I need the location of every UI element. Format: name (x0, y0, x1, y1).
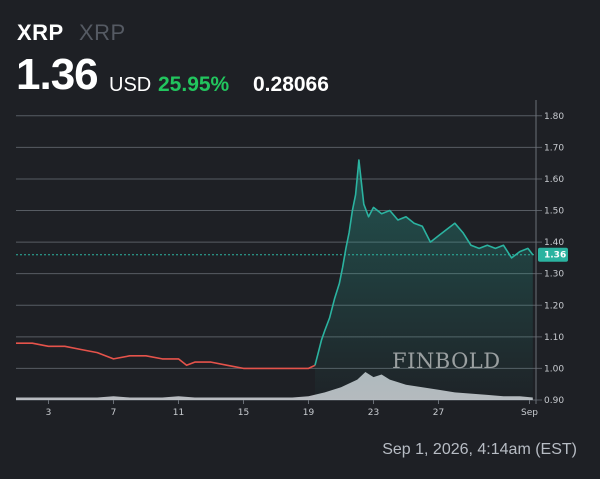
y-tick-label: 1.50 (544, 207, 564, 217)
x-tick-label: 15 (238, 408, 249, 418)
watermark-logo: FINBOLD (392, 349, 501, 373)
y-tick-label: 1.10 (544, 333, 564, 343)
y-tick-label: 1.20 (544, 301, 564, 311)
price-chart: 1.80 1.70 1.60 1.50 1.40 1.30 1.20 1.10 1.00 0.90… (16, 100, 568, 418)
x-tick-label: 27 (433, 408, 444, 418)
up-trend-line (314, 159, 534, 366)
x-tick-label: Sep (521, 408, 538, 418)
y-tick-label: 1.30 (544, 270, 564, 280)
price-currency: USD (109, 74, 152, 96)
change-value: 0.28066 (253, 73, 329, 96)
y-tick-label: 1.60 (544, 175, 564, 185)
x-tick-label: 19 (303, 408, 315, 418)
price-header: XRP XRP 1.36 USD 25.95% 0.28066 (0, 0, 600, 110)
y-tick-label: 1.70 (544, 143, 564, 153)
y-tick-label: 0.90 (544, 396, 564, 406)
current-price-marker (538, 247, 568, 262)
y-tick-label: 1.80 (544, 112, 564, 122)
x-tick-label: 3 (46, 408, 52, 418)
current-price-label: 1.36 (544, 251, 566, 261)
change-percent: 25.95% (158, 73, 230, 96)
x-tick-label: 7 (111, 408, 117, 418)
down-trend-line (16, 342, 316, 370)
up-area-fill (315, 160, 533, 400)
x-tick-label: 11 (173, 408, 184, 418)
current-price: 1.36 (16, 50, 99, 99)
asset-symbol: XRP (17, 20, 64, 45)
y-tick-label: 1.00 (544, 364, 564, 374)
y-tick-label: 1.40 (544, 238, 564, 248)
x-tick-label: 23 (368, 408, 379, 418)
chart-timestamp: Sep 1, 2026, 4:14am (EST) (382, 441, 577, 458)
asset-name: XRP (79, 20, 126, 45)
